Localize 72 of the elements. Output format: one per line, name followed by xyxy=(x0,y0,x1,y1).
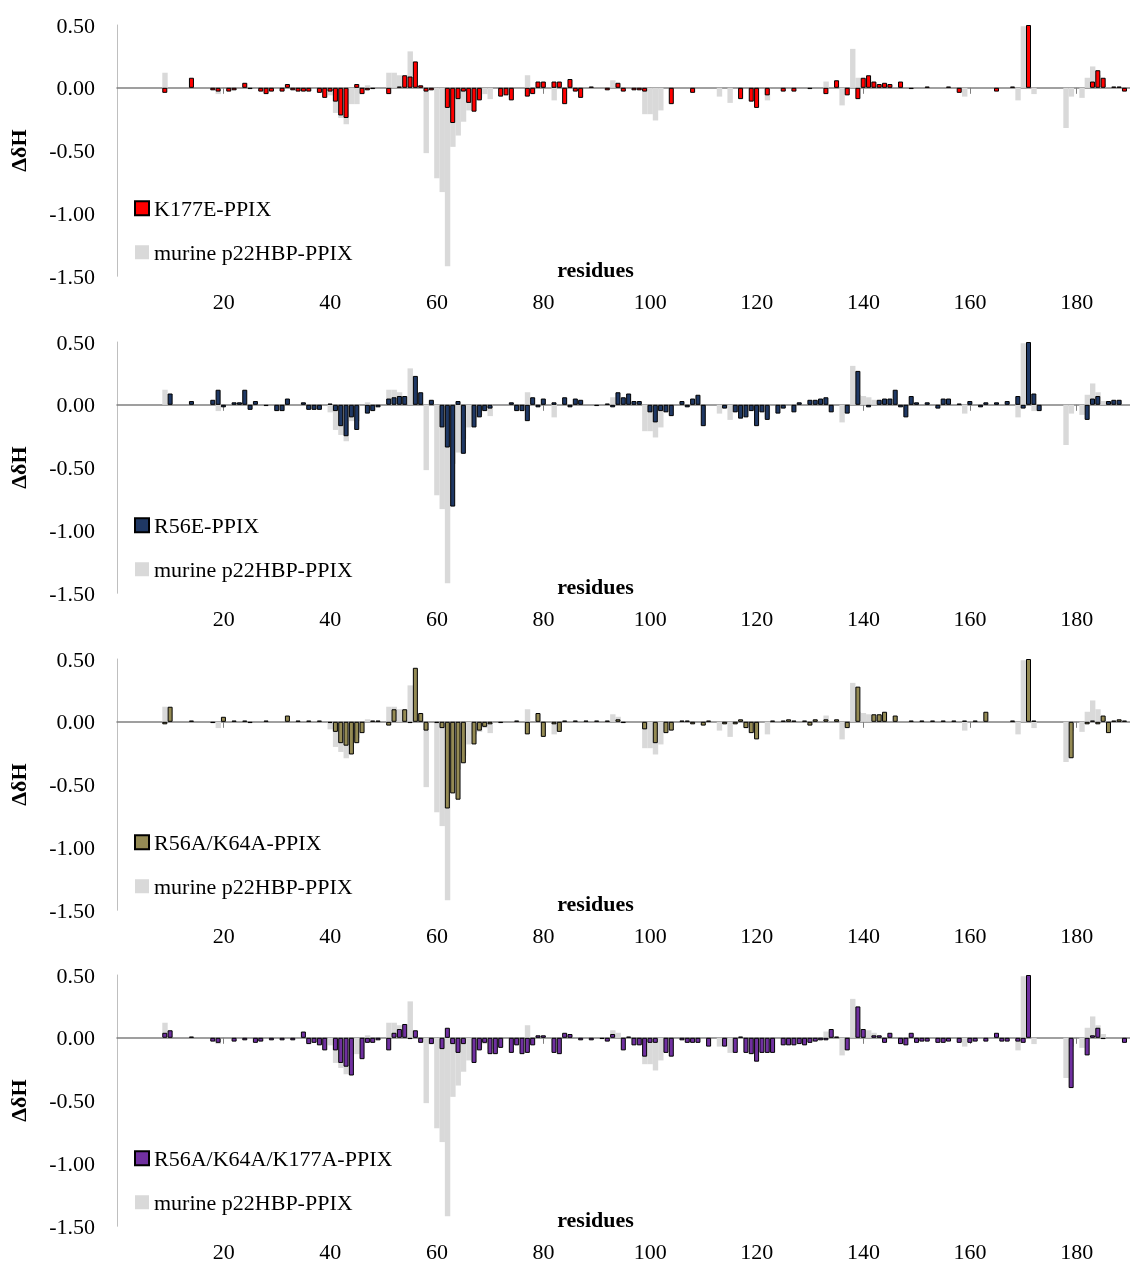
legend-label: murine p22HBP-PPIX xyxy=(154,873,353,899)
y-tick-label: -1.00 xyxy=(49,200,95,226)
x-tick-label: 60 xyxy=(425,1239,448,1264)
legend-label: murine p22HBP-PPIX xyxy=(154,1190,353,1215)
legend-label: R56A/K64A-PPIX xyxy=(154,829,322,855)
x-tick-label: 60 xyxy=(425,605,448,631)
x-tick-label: 40 xyxy=(319,1239,342,1264)
y-tick-label: 0.00 xyxy=(56,1025,95,1051)
legend-label: R56E-PPIX xyxy=(154,512,260,538)
y-tick-label: -0.50 xyxy=(49,1088,95,1114)
x-tick-label: 180 xyxy=(1060,1239,1094,1264)
y-tick-label: -1.50 xyxy=(49,263,95,289)
x-tick-label: 180 xyxy=(1060,605,1094,631)
y-tick-label: -1.00 xyxy=(49,1151,95,1177)
x-tick-label: 160 xyxy=(953,288,987,314)
x-tick-label: 140 xyxy=(846,1239,880,1264)
x-tick-label: 60 xyxy=(425,922,448,948)
legend-label: murine p22HBP-PPIX xyxy=(154,239,353,265)
x-tick-label: 80 xyxy=(532,922,555,948)
y-tick-label: -1.50 xyxy=(49,1214,95,1239)
x-tick-label: 40 xyxy=(319,605,342,631)
x-tick-label: 60 xyxy=(425,288,448,314)
y-axis-title: ΔδH xyxy=(5,762,31,806)
x-tick-label: 140 xyxy=(846,922,880,948)
y-tick-label: 0.50 xyxy=(56,646,95,671)
y-axis-title: ΔδH xyxy=(5,1079,31,1123)
y-tick-label: -1.50 xyxy=(49,897,95,923)
x-tick-label: 100 xyxy=(633,288,667,314)
x-tick-label: 120 xyxy=(740,922,774,948)
y-tick-label: 0.50 xyxy=(56,329,95,355)
x-tick-label: 180 xyxy=(1060,922,1094,948)
y-tick-label: -1.00 xyxy=(49,834,95,860)
x-tick-label: 160 xyxy=(953,1239,987,1264)
legend-label: K177E-PPIX xyxy=(154,195,272,221)
x-tick-label: 100 xyxy=(633,922,667,948)
x-tick-label: 80 xyxy=(532,288,555,314)
y-tick-label: -1.00 xyxy=(49,517,95,543)
y-tick-label: 0.00 xyxy=(56,75,95,101)
x-tick-label: 160 xyxy=(953,922,987,948)
y-tick-label: -0.50 xyxy=(49,771,95,797)
x-tick-label: 80 xyxy=(532,605,555,631)
x-tick-label: 120 xyxy=(740,605,774,631)
y-tick-label: 0.00 xyxy=(56,708,95,734)
legend-label: murine p22HBP-PPIX xyxy=(154,556,353,582)
y-tick-label: 0.50 xyxy=(56,962,95,988)
legend-label: R56A/K64A/K177A-PPIX xyxy=(154,1146,393,1171)
x-tick-label: 120 xyxy=(740,288,774,314)
x-tick-label: 140 xyxy=(846,288,880,314)
x-tick-label: 140 xyxy=(846,605,880,631)
x-tick-label: 80 xyxy=(532,1239,555,1264)
x-axis-title: residues xyxy=(557,256,635,282)
x-tick-label: 20 xyxy=(212,605,235,631)
x-tick-label: 40 xyxy=(319,288,342,314)
y-tick-label: 0.00 xyxy=(56,392,95,418)
x-tick-label: 160 xyxy=(953,605,987,631)
x-tick-label: 20 xyxy=(212,288,235,314)
y-axis-title: ΔδH xyxy=(5,129,31,172)
x-tick-label: 180 xyxy=(1060,288,1094,314)
x-axis-title: residues xyxy=(557,890,635,915)
y-axis-title: ΔδH xyxy=(5,446,31,489)
y-tick-label: -0.50 xyxy=(49,138,95,164)
y-tick-label: 0.50 xyxy=(56,12,95,38)
y-tick-label: -1.50 xyxy=(49,580,95,606)
x-tick-label: 100 xyxy=(633,1239,667,1264)
x-tick-label: 20 xyxy=(212,1239,235,1264)
x-tick-label: 100 xyxy=(633,605,667,631)
x-tick-label: 20 xyxy=(212,922,235,948)
x-axis-title: residues xyxy=(557,573,635,599)
x-axis-title: residues xyxy=(557,1206,635,1232)
x-tick-label: 120 xyxy=(740,1239,774,1264)
y-tick-label: -0.50 xyxy=(49,454,95,480)
x-tick-label: 40 xyxy=(319,922,342,948)
